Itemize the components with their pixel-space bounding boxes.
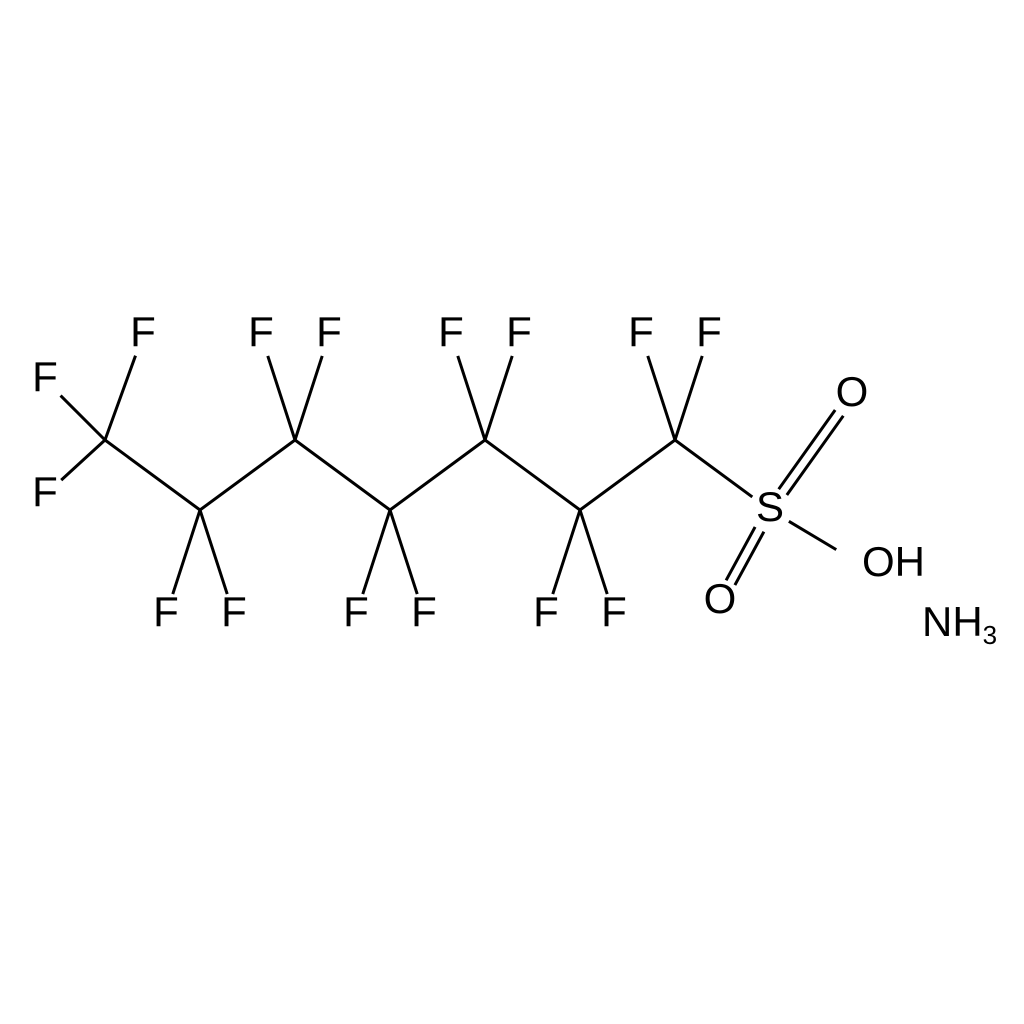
atom-O: O: [704, 575, 737, 622]
atom-NH3: NH3: [922, 598, 997, 650]
atom-F: F: [32, 468, 58, 515]
atom-F: F: [506, 308, 532, 355]
atom-F: F: [130, 308, 156, 355]
atom-F: F: [533, 588, 559, 635]
atom-OH: OH: [862, 538, 925, 585]
atom-F: F: [343, 588, 369, 635]
atom-F: F: [153, 588, 179, 635]
atom-F: F: [411, 588, 437, 635]
atom-F: F: [248, 308, 274, 355]
atom-F: F: [316, 308, 342, 355]
atom-S: S: [756, 483, 784, 530]
atom-F: F: [696, 308, 722, 355]
atom-F: F: [601, 588, 627, 635]
chemical-structure-diagram: FFFFFFFFFFFFFFFSOOOHNH3: [0, 0, 1024, 1024]
atom-F: F: [32, 353, 58, 400]
atom-O: O: [836, 368, 869, 415]
atom-F: F: [221, 588, 247, 635]
atom-F: F: [438, 308, 464, 355]
atom-F: F: [628, 308, 654, 355]
